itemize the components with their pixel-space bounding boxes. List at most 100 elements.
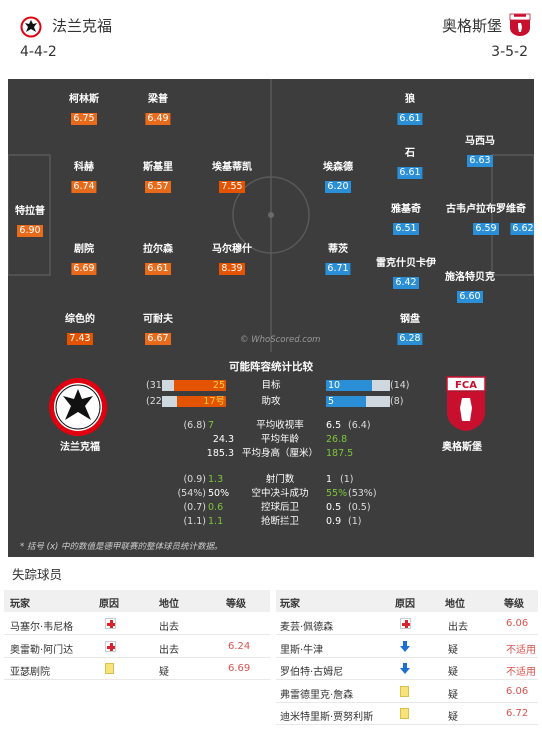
col-player: 玩家 (10, 599, 30, 610)
missing-player-name[interactable]: 里斯·牛津 (280, 644, 324, 656)
missing-player-name[interactable]: 马塞尔·韦尼格 (10, 622, 74, 633)
home-player-1[interactable]: 梁普 6.49 (145, 93, 171, 125)
stat-label: 平均收视率 (256, 420, 304, 431)
away-player-3[interactable]: 石 6.61 (397, 147, 423, 179)
away-league-value: (1) (340, 474, 354, 485)
home-player-7[interactable]: 拉尔森 6.61 (143, 243, 173, 275)
player-name[interactable]: 雅基奇 (391, 204, 421, 215)
player-name[interactable]: 拉尔森 (143, 244, 173, 255)
away-player-7[interactable]: 雷克什贝卡伊 6.42 (376, 257, 436, 289)
away-value: 0.5 (326, 502, 342, 513)
away-player-1[interactable]: 马西马 6.63 (465, 135, 495, 167)
missing-status: 疑 (448, 689, 458, 701)
player-name[interactable]: 古韦卢拉布罗维奇 (446, 204, 526, 215)
missing-player-name[interactable]: 弗雷德里克·詹森 (280, 689, 354, 701)
away-player-4[interactable]: 雅基奇 6.51 (391, 203, 421, 235)
home-player-8[interactable]: 马尔穆什 8.39 (212, 243, 252, 275)
player-rating: 6.57 (145, 181, 171, 193)
stat-bar-row: (22) 17号 助攻 5 (8) (8, 396, 534, 408)
home-value: 1.3 (208, 474, 224, 485)
home-player-5[interactable]: 特拉普 6.90 (15, 205, 45, 237)
player-rating: 6.61 (397, 113, 423, 125)
col-reason: 原因 (395, 599, 415, 610)
away-team-name[interactable]: 奥格斯堡 (441, 17, 502, 35)
player-name[interactable]: 蒂茨 (328, 244, 348, 255)
col-player: 玩家 (280, 599, 300, 610)
player-name[interactable]: 石 (405, 148, 415, 159)
red-cross-icon (105, 640, 116, 652)
lineup-stats-panel: 可能阵容统计比较 法兰克福 FCA 奥格斯堡 (31) 25 目标 10 (14) (22… (8, 352, 534, 557)
away-player-5[interactable]: 古韦卢拉布罗维奇 6.59 (446, 203, 526, 235)
home-league-value: (31) (146, 380, 166, 391)
blue-down-arrow-icon (400, 663, 410, 674)
player-name[interactable]: 特拉普 (15, 206, 45, 217)
player-name[interactable]: 可耐夫 (143, 314, 173, 325)
player-name[interactable]: 柯林斯 (69, 94, 99, 105)
player-name[interactable]: 雷克什贝卡伊 (376, 258, 436, 269)
home-value: 24.3 (212, 434, 234, 445)
away-value: 1 (326, 474, 333, 485)
stat-label: 射门数 (265, 474, 295, 485)
home-player-3[interactable]: 斯基里 6.57 (143, 161, 173, 193)
missing-player-row[interactable]: 麦芸·佩德森 出去 6.06 (276, 613, 538, 635)
stat-label: 平均身高（厘米） (241, 448, 318, 459)
missing-home-header: 玩家 原因 地位 等级 (4, 590, 270, 612)
yellow-card-icon (400, 708, 409, 719)
player-name[interactable]: 斯基里 (143, 162, 173, 173)
player-name[interactable]: 狼 (405, 94, 415, 105)
away-player-9[interactable]: 钢盘 6.28 (397, 313, 423, 345)
home-player-0[interactable]: 柯林斯 6.75 (69, 93, 99, 125)
home-bar-track (162, 396, 226, 407)
home-value: 185.3 (206, 448, 234, 459)
player-name[interactable]: 剧院 (74, 244, 94, 255)
player-name[interactable]: 埃基蒂凯 (212, 162, 252, 173)
player-name[interactable]: 马西马 (465, 136, 495, 147)
missing-player-name[interactable]: 亚瑟剧院 (10, 667, 50, 678)
missing-player-name[interactable]: 罗伯特·古姆尼 (280, 667, 344, 678)
home-player-10[interactable]: 可耐夫 6.67 (143, 313, 173, 345)
player-name[interactable]: 综色的 (65, 314, 95, 325)
missing-player-row[interactable]: 弗雷德里克·詹森 疑 6.06 (276, 681, 538, 703)
home-bar-track (162, 380, 226, 391)
stat-label: 空中决斗成功 (251, 488, 309, 499)
home-team-name[interactable]: 法兰克福 (52, 17, 113, 35)
away-formation: 3-5-2 (491, 44, 528, 60)
missing-rating: 6.69 (228, 663, 251, 674)
missing-player-row[interactable]: 迪米特里斯·贾努利斯 疑 6.72 (276, 703, 538, 725)
missing-player-row[interactable]: 亚瑟剧院 疑 6.69 (4, 658, 270, 680)
missing-rating: 6.24 (228, 640, 251, 652)
yellow-card-icon (400, 685, 409, 697)
home-player-6[interactable]: 剧院 6.69 (71, 243, 97, 275)
away-league-value: (8) (390, 396, 404, 407)
player-rating: 6.61 (145, 263, 171, 275)
player-name[interactable]: 施洛特贝克 (445, 272, 495, 283)
away-player-6[interactable]: 蒂茨 6.71 (325, 243, 351, 275)
away-player-0[interactable]: 狼 6.61 (397, 93, 423, 125)
player-rating: 6.67 (145, 333, 171, 345)
eintracht-crest-icon (49, 378, 107, 436)
missing-player-name[interactable]: 迪米特里斯·贾努利斯 (280, 712, 374, 723)
missing-player-row[interactable]: 马塞尔·韦尼格 出去 (4, 613, 270, 635)
player-name[interactable]: 钢盘 (400, 314, 420, 325)
away-player-8[interactable]: 施洛特贝克 6.60 (445, 271, 495, 303)
home-player-9[interactable]: 综色的 7.43 (65, 313, 95, 345)
missing-player-row[interactable]: 罗伯特·古姆尼 疑 不适用 (276, 658, 538, 680)
missing-player-name[interactable]: 麦芸·佩德森 (280, 622, 334, 633)
player-rating: 7.43 (67, 333, 93, 345)
home-player-4[interactable]: 埃基蒂凯 7.55 (212, 161, 252, 193)
home-player-2[interactable]: 科赫 6.74 (71, 161, 97, 193)
missing-player-row[interactable]: 里斯·牛津 疑 不适用 (276, 636, 538, 658)
player-name[interactable]: 梁普 (148, 94, 168, 105)
player-name[interactable]: 科赫 (74, 162, 94, 173)
home-value: 25 (212, 380, 225, 391)
player-name[interactable]: 埃森德 (323, 162, 353, 173)
player-rating: 6.51 (393, 223, 419, 235)
away-bar-track (326, 380, 390, 391)
stat-label: 平均年龄 (260, 434, 299, 445)
missing-player-name[interactable]: 奥雷勒·阿门达 (10, 644, 74, 656)
away-player-2[interactable]: 埃森德 6.20 (323, 161, 353, 193)
player-name[interactable]: 马尔穆什 (212, 244, 252, 255)
missing-status: 出去 (159, 622, 179, 633)
missing-rating: 6.72 (506, 708, 529, 719)
missing-player-row[interactable]: 奥雷勒·阿门达 出去 6.24 (4, 636, 270, 658)
